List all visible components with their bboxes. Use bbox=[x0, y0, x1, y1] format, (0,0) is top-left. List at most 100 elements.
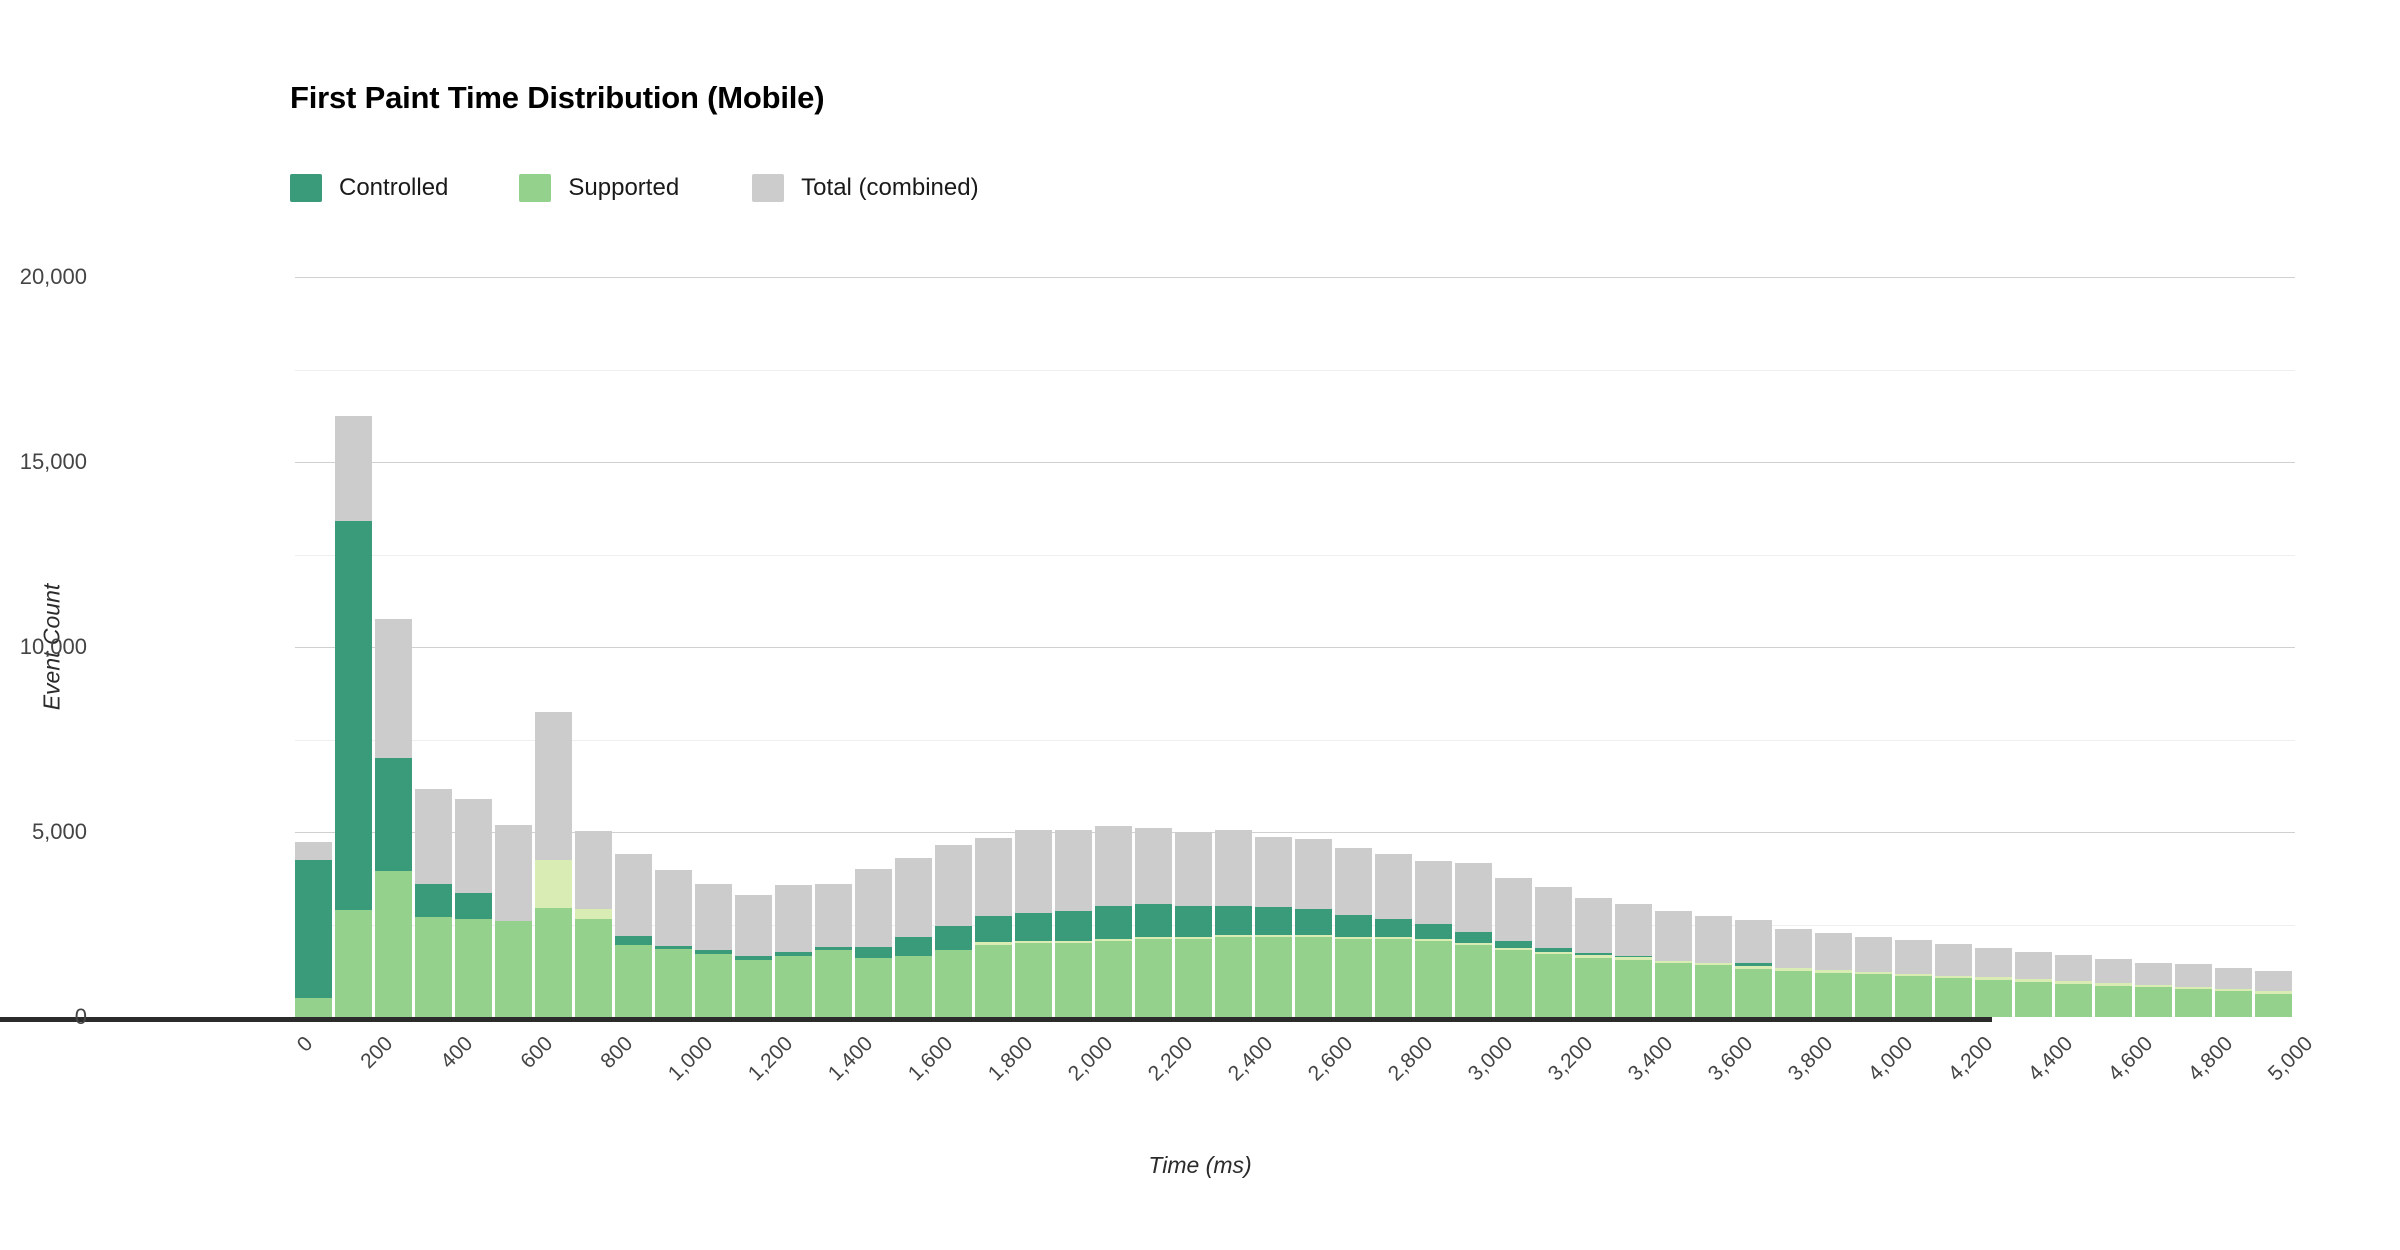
bar-stack[interactable] bbox=[575, 277, 613, 1017]
chart-legend: Controlled Supported Total (combined) bbox=[290, 172, 979, 204]
gridline bbox=[295, 739, 2295, 741]
legend-label-supported: Supported bbox=[568, 174, 680, 201]
bar-segment-supported bbox=[495, 920, 533, 1017]
bar-stack[interactable] bbox=[1215, 277, 1253, 1017]
bar-stack[interactable] bbox=[735, 277, 773, 1017]
bar-segment-supported bbox=[2135, 987, 2173, 1017]
bar-stack[interactable] bbox=[375, 277, 413, 1017]
x-axis-tick-label: 600 bbox=[516, 1032, 558, 1074]
bar-stack[interactable] bbox=[775, 277, 813, 1017]
bar-stack[interactable] bbox=[1895, 277, 1933, 1017]
bar-stack[interactable] bbox=[1815, 277, 1853, 1017]
bar-stack[interactable] bbox=[1415, 277, 1453, 1017]
y-axis-tick-label: 10,000 bbox=[19, 634, 87, 659]
bar-stack[interactable] bbox=[1295, 277, 1333, 1017]
bar-segment-supported bbox=[1095, 941, 1133, 1017]
bar-stack[interactable] bbox=[1495, 277, 1533, 1017]
bar-segment-highlight bbox=[1855, 971, 1893, 975]
legend-item-total[interactable]: Total (combined) bbox=[752, 172, 979, 204]
bar-stack[interactable] bbox=[1855, 277, 1893, 1017]
legend-item-supported[interactable]: Supported bbox=[519, 172, 679, 204]
bar-segment-highlight bbox=[1295, 935, 1333, 938]
bar-stack[interactable] bbox=[495, 277, 533, 1017]
bar-stack[interactable] bbox=[1735, 277, 1773, 1017]
bar-stack[interactable] bbox=[1175, 277, 1213, 1017]
bar-stack[interactable] bbox=[295, 277, 333, 1017]
bar-stack[interactable] bbox=[1455, 277, 1493, 1017]
bar-segment-supported bbox=[1495, 950, 1533, 1017]
x-axis-tick-label: 2,200 bbox=[1143, 1032, 1198, 1086]
bar-segment-highlight bbox=[1055, 940, 1093, 943]
x-axis-tick-label: 400 bbox=[436, 1032, 478, 1074]
bar-stack[interactable] bbox=[1335, 277, 1373, 1017]
bar-stack[interactable] bbox=[2215, 277, 2253, 1017]
bar-stack[interactable] bbox=[1935, 277, 1973, 1017]
bar-segment-total bbox=[1535, 887, 1573, 949]
bar-segment-highlight bbox=[1775, 968, 1813, 971]
x-axis-tick-label: 200 bbox=[356, 1032, 398, 1074]
bar-stack[interactable] bbox=[935, 277, 973, 1017]
bar-segment-controlled bbox=[1335, 914, 1373, 938]
bar-segment-total bbox=[2055, 955, 2093, 982]
bar-segment-total bbox=[1855, 936, 1893, 972]
legend-item-controlled[interactable]: Controlled bbox=[290, 172, 448, 204]
bar-segment-supported bbox=[375, 870, 413, 1017]
bar-segment-total bbox=[535, 711, 573, 860]
bar-stack[interactable] bbox=[655, 277, 693, 1017]
bar-segment-total bbox=[615, 854, 653, 936]
bar-segment-total bbox=[1295, 839, 1333, 910]
bar-segment-supported bbox=[615, 944, 653, 1017]
bar-stack[interactable] bbox=[975, 277, 1013, 1017]
bar-stack[interactable] bbox=[695, 277, 733, 1017]
x-axis-tick-label: 3,800 bbox=[1783, 1032, 1838, 1086]
bar-stack[interactable] bbox=[1775, 277, 1813, 1017]
bar-stack[interactable] bbox=[335, 277, 373, 1017]
bar-segment-supported bbox=[695, 954, 733, 1017]
bar-segment-total bbox=[375, 619, 413, 758]
bar-stack[interactable] bbox=[2095, 277, 2133, 1017]
bar-stack[interactable] bbox=[1575, 277, 1613, 1017]
bar-segment-highlight bbox=[2255, 991, 2293, 995]
bar-segment-highlight bbox=[1375, 937, 1413, 940]
x-axis-tick-label: 1,800 bbox=[983, 1032, 1038, 1086]
bar-stack[interactable] bbox=[2175, 277, 2213, 1017]
bar-segment-highlight bbox=[1615, 957, 1653, 960]
bar-stack[interactable] bbox=[535, 277, 573, 1017]
bar-stack[interactable] bbox=[2015, 277, 2053, 1017]
bar-segment-controlled bbox=[1055, 911, 1093, 941]
x-axis-tick-label: 2,000 bbox=[1063, 1032, 1118, 1086]
bar-stack[interactable] bbox=[1055, 277, 1093, 1017]
bar-segment-total bbox=[655, 869, 693, 946]
bar-segment-highlight bbox=[1535, 951, 1573, 955]
bar-segment-supported bbox=[2175, 989, 2213, 1017]
bar-stack[interactable] bbox=[1535, 277, 1573, 1017]
bar-segment-supported bbox=[2055, 983, 2093, 1017]
bar-stack[interactable] bbox=[615, 277, 653, 1017]
bar-stack[interactable] bbox=[1375, 277, 1413, 1017]
bar-stack[interactable] bbox=[1975, 277, 2013, 1017]
bar-stack[interactable] bbox=[1015, 277, 1053, 1017]
bar-segment-supported bbox=[735, 959, 773, 1017]
bar-stack[interactable] bbox=[1095, 277, 1133, 1017]
bar-segment-controlled bbox=[415, 883, 453, 918]
bar-stack[interactable] bbox=[415, 277, 453, 1017]
bar-segment-total bbox=[855, 869, 893, 947]
bar-stack[interactable] bbox=[895, 277, 933, 1017]
bar-stack[interactable] bbox=[2055, 277, 2093, 1017]
bar-segment-highlight bbox=[1455, 942, 1493, 945]
legend-swatch-controlled bbox=[290, 174, 322, 202]
bar-stack[interactable] bbox=[1695, 277, 1733, 1017]
bar-stack[interactable] bbox=[2135, 277, 2173, 1017]
bar-stack[interactable] bbox=[815, 277, 853, 1017]
bar-segment-controlled bbox=[1135, 903, 1173, 938]
bar-stack[interactable] bbox=[855, 277, 893, 1017]
bar-segment-controlled bbox=[975, 915, 1013, 942]
bar-stack[interactable] bbox=[1615, 277, 1653, 1017]
bar-stack[interactable] bbox=[1655, 277, 1693, 1017]
x-axis-tick-label: 2,800 bbox=[1383, 1032, 1438, 1086]
bar-stack[interactable] bbox=[2255, 277, 2293, 1017]
bar-stack[interactable] bbox=[455, 277, 493, 1017]
bar-stack[interactable] bbox=[1135, 277, 1173, 1017]
bar-stack[interactable] bbox=[1255, 277, 1293, 1017]
